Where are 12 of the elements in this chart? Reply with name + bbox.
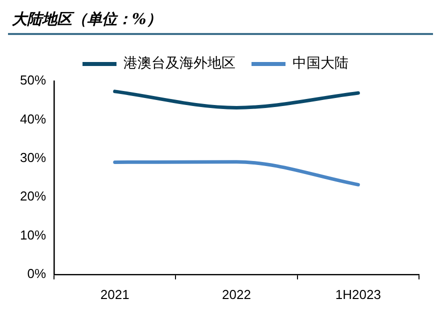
y-tick-label: 30% xyxy=(20,150,46,165)
legend-label: 港澳台及海外地区 xyxy=(124,56,236,72)
legend-label: 中国大陆 xyxy=(292,56,348,72)
x-tick-label: 1H2023 xyxy=(335,286,381,302)
chart-title: 大陆地区（单位：%） xyxy=(8,8,433,35)
x-tick-label: 2021 xyxy=(100,286,130,302)
y-tick-label: 10% xyxy=(20,227,46,242)
y-tick-label: 20% xyxy=(20,188,46,204)
y-tick-label: 50% xyxy=(20,72,46,88)
y-tick-label: 0% xyxy=(27,266,46,281)
x-tick-label: 2022 xyxy=(222,286,251,302)
y-tick-label: 40% xyxy=(20,111,46,126)
